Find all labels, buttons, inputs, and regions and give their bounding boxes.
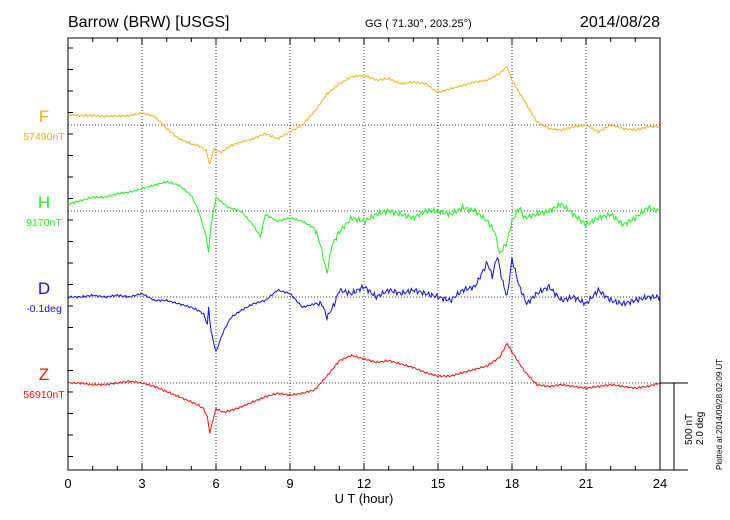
scale-bar: 500 nT 2.0 deg [660,382,706,471]
axis-ticks [67,38,661,470]
scale-nt-label: 500 nT [684,414,695,445]
x-tick-label: 0 [64,476,71,491]
plotted-timestamp: Plotted at 2014/09/28 02:09 UT [715,359,724,470]
series-name-H: H [38,193,50,212]
scale-deg-label: 2.0 deg [695,412,706,445]
grid [68,38,660,470]
series-baseline-H: 9170nT [26,217,62,229]
x-tick-label: 24 [653,476,667,491]
x-axis-label: U T (hour) [335,491,394,506]
series-line-F [67,66,661,166]
series-labels: F 57490nT H 9170nT D -0.1deg Z 56910nT [23,107,65,401]
x-tick-label: 12 [357,476,371,491]
series-line-Z [67,342,661,434]
x-tick-labels: 0 3 6 9 12 15 18 21 24 [64,476,667,491]
x-tick-label: 21 [579,476,593,491]
x-tick-label: 18 [505,476,519,491]
coords-label: GG ( 71.30°, 203.25°) [365,18,472,30]
series-name-Z: Z [39,365,49,384]
station-title: Barrow (BRW) [USGS] [68,14,230,31]
x-tick-label: 9 [286,476,293,491]
series-baseline-Z: 56910nT [23,389,65,401]
series-name-D: D [38,279,50,298]
series-baseline-D: -0.1deg [26,303,62,315]
series-baseline-F: 57490nT [23,131,65,143]
series-lines [67,66,661,434]
series-line-D [67,256,661,353]
x-tick-label: 3 [138,476,145,491]
series-line-H [67,180,661,274]
x-tick-label: 6 [212,476,219,491]
series-name-F: F [39,107,49,126]
date-label: 2014/08/28 [580,14,660,31]
x-tick-label: 15 [431,476,445,491]
